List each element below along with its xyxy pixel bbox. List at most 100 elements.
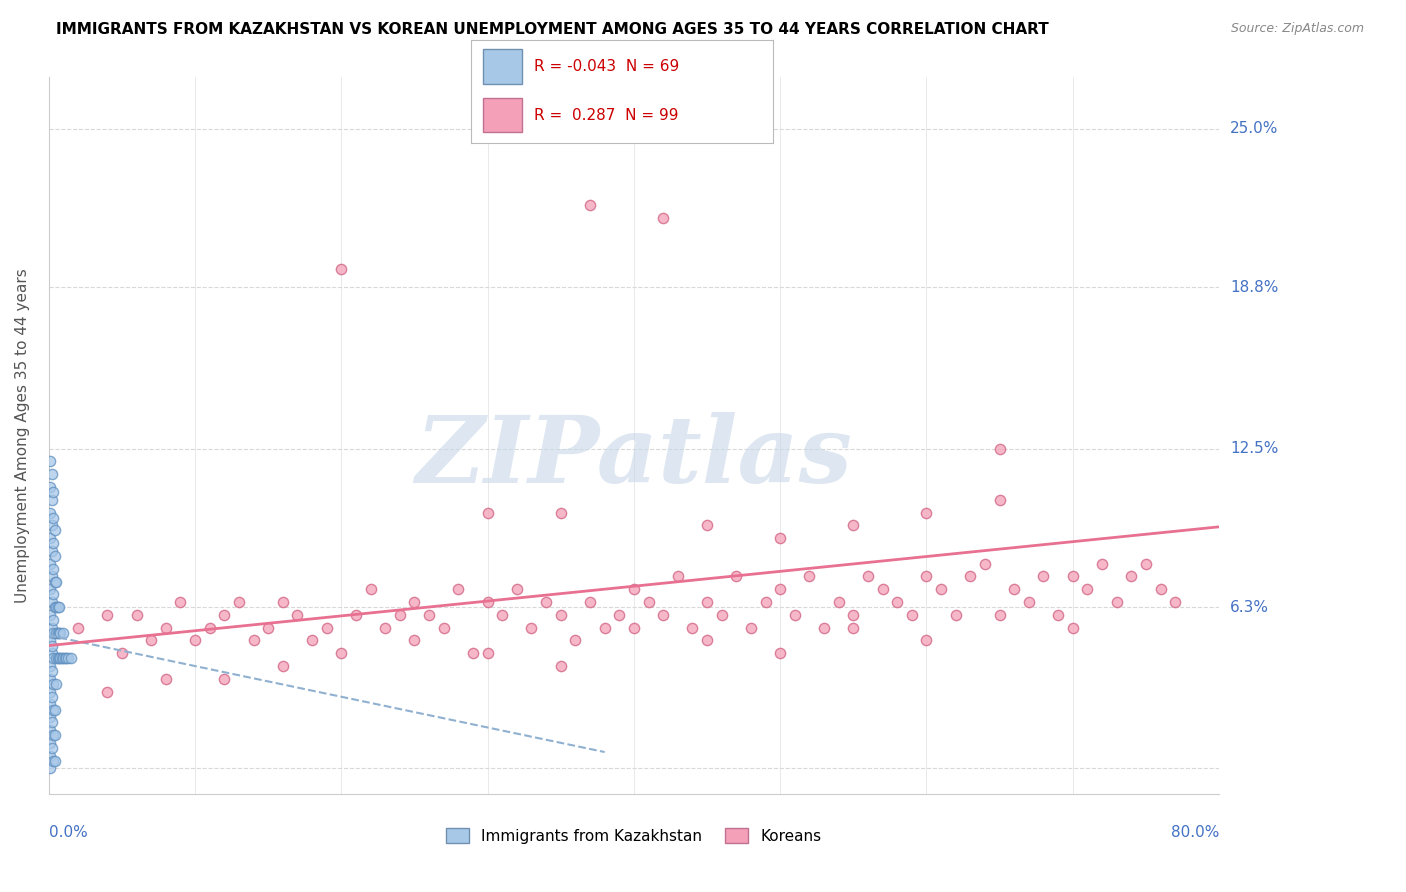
Point (534, 595, 557, 609)
Point (44, 574, 66, 589)
Point (39, 454, 62, 468)
Point (39, 748, 62, 763)
Point (39, 480, 62, 494)
Point (842, 621, 865, 635)
Point (44, 600, 66, 615)
Point (198, 621, 221, 635)
Point (360, 582, 382, 597)
Point (740, 621, 762, 635)
Point (52, 625, 75, 640)
Point (39, 531, 62, 545)
Point (39, 607, 62, 622)
Point (41, 621, 63, 635)
Point (141, 633, 163, 648)
FancyBboxPatch shape (484, 49, 523, 84)
Point (42, 510, 65, 524)
Point (39, 684, 62, 698)
Point (477, 506, 499, 520)
Point (44, 728, 66, 742)
Point (39, 672, 62, 686)
Point (48, 625, 70, 640)
Point (41, 690, 63, 704)
Point (872, 582, 894, 597)
Point (915, 506, 938, 520)
Point (696, 633, 718, 648)
Point (41, 741, 63, 756)
Point (550, 607, 572, 622)
Point (725, 569, 748, 583)
Point (287, 607, 309, 622)
Point (1121, 569, 1143, 583)
Point (41, 646, 63, 660)
Point (564, 633, 586, 648)
Point (301, 633, 323, 648)
Point (41, 715, 63, 730)
Point (214, 672, 236, 686)
Point (55, 651, 77, 665)
Point (959, 569, 981, 583)
Point (593, 621, 616, 635)
Point (66, 621, 89, 635)
Point (41, 664, 63, 678)
Point (652, 607, 675, 622)
Point (754, 595, 776, 609)
Point (41, 544, 63, 558)
Text: 12.5%: 12.5% (1230, 441, 1278, 456)
Point (39, 582, 62, 597)
FancyBboxPatch shape (484, 97, 523, 132)
Point (49, 625, 72, 640)
Point (44, 702, 66, 716)
Point (842, 607, 865, 622)
Point (42, 536, 65, 550)
Point (915, 633, 938, 648)
Point (125, 607, 148, 622)
Point (433, 621, 456, 635)
Point (41, 595, 63, 609)
Point (228, 595, 250, 609)
Text: R =  0.287  N = 99: R = 0.287 N = 99 (534, 108, 679, 122)
Point (623, 582, 645, 597)
Point (96, 684, 118, 698)
Text: 6.3%: 6.3% (1230, 599, 1270, 615)
Point (42, 587, 65, 601)
Point (155, 672, 177, 686)
Point (404, 633, 426, 648)
Point (271, 595, 294, 609)
Point (769, 646, 792, 660)
Point (344, 607, 367, 622)
Point (404, 595, 426, 609)
Point (46, 600, 69, 615)
Point (42, 485, 65, 500)
Point (51, 651, 73, 665)
Text: ZIPatlas: ZIPatlas (415, 412, 852, 502)
Point (418, 607, 440, 622)
Point (1135, 557, 1157, 571)
Point (886, 595, 908, 609)
Text: 25.0%: 25.0% (1230, 121, 1278, 136)
Text: Source: ZipAtlas.com: Source: ZipAtlas.com (1230, 22, 1364, 36)
Point (96, 607, 118, 622)
Point (330, 646, 353, 660)
Point (44, 549, 66, 563)
Point (39, 736, 62, 750)
Point (388, 607, 411, 622)
Point (666, 569, 689, 583)
Point (945, 607, 967, 622)
Point (41, 569, 63, 583)
Point (42, 728, 65, 742)
Point (1018, 595, 1040, 609)
Point (520, 621, 543, 635)
Point (1164, 595, 1187, 609)
Point (856, 569, 879, 583)
Point (53, 651, 76, 665)
Point (799, 569, 821, 583)
Point (45, 574, 67, 589)
Point (1032, 569, 1054, 583)
Y-axis label: Unemployment Among Ages 35 to 44 years: Unemployment Among Ages 35 to 44 years (15, 268, 30, 603)
Point (271, 659, 294, 673)
Point (1047, 607, 1070, 622)
Point (52, 651, 75, 665)
Point (1149, 582, 1171, 597)
Point (39, 633, 62, 648)
Point (39, 698, 62, 712)
